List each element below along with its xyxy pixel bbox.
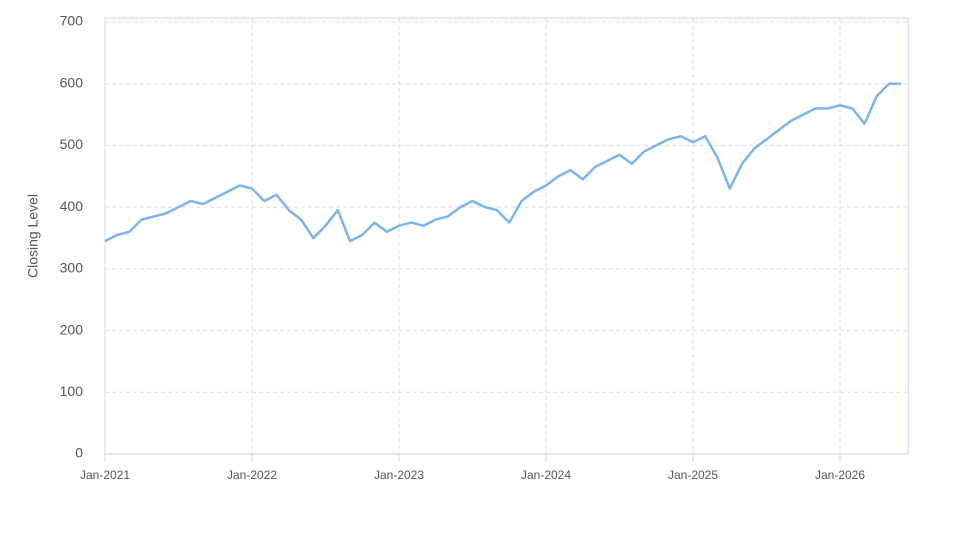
x-tick-label: Jan-2025 bbox=[668, 468, 718, 482]
y-axis-label: Closing Level bbox=[25, 194, 41, 278]
y-tick-label: 100 bbox=[60, 383, 84, 399]
x-tick-label: Jan-2026 bbox=[815, 468, 865, 482]
y-tick-label: 500 bbox=[60, 136, 84, 152]
y-tick-label: 400 bbox=[60, 198, 84, 214]
y-tick-label: 600 bbox=[60, 74, 84, 90]
x-tick-label: Jan-2024 bbox=[521, 468, 571, 482]
x-tick-label: Jan-2022 bbox=[227, 468, 277, 482]
y-tick-label: 300 bbox=[60, 260, 84, 276]
y-tick-label: 700 bbox=[60, 13, 84, 29]
line bbox=[104, 82, 902, 243]
y-tick-label: 200 bbox=[60, 321, 84, 337]
y-tick-label: 0 bbox=[75, 445, 83, 461]
x-tick-label: Jan-2021 bbox=[80, 468, 130, 482]
x-tick-label: Jan-2023 bbox=[374, 468, 424, 482]
